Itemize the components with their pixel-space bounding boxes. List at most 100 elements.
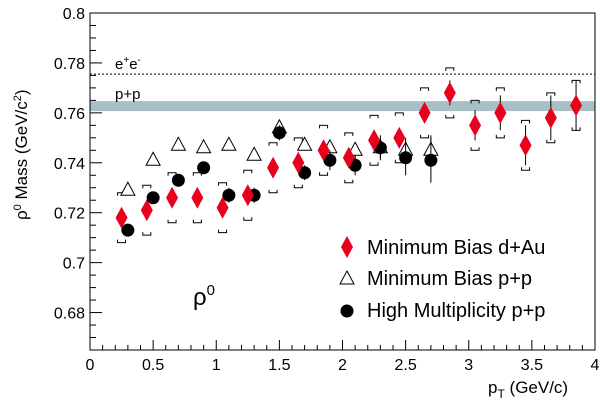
y-tick-label: 0.7 — [63, 256, 85, 273]
rho-label: ρ0 — [193, 282, 215, 311]
sys-bracket-upper — [521, 119, 531, 124]
legend-marker-pp-highmult — [340, 304, 354, 318]
sys-bracket-lower — [420, 134, 430, 139]
legend-marker-pp-minbias — [339, 269, 355, 285]
pp-minbias-point — [246, 146, 262, 161]
sys-bracket-lower — [470, 147, 480, 151]
dAu-point — [494, 101, 507, 124]
x-tick-label: 2.5 — [395, 357, 417, 374]
pp-highmult-point — [424, 153, 438, 167]
sys-bracket-upper — [319, 124, 329, 129]
sys-bracket-lower — [142, 232, 152, 236]
dAu-point — [544, 106, 557, 129]
y-tick-label: 0.78 — [54, 56, 85, 73]
sys-bracket-lower — [369, 162, 379, 166]
dAu-point — [317, 139, 330, 162]
sys-bracket-lower — [546, 139, 556, 144]
dAu-point — [216, 196, 229, 219]
dAu-point — [115, 206, 128, 229]
legend: Minimum Bias d+Au Minimum Bias p+p High … — [339, 236, 545, 322]
pp-highmult-point — [298, 166, 312, 180]
sys-bracket-upper — [218, 182, 228, 186]
sys-bracket-upper — [142, 184, 152, 189]
x-tick-label: 4 — [591, 357, 600, 374]
pp-minbias-point — [170, 136, 187, 151]
legend-triangle — [339, 269, 355, 285]
sys-bracket-lower — [243, 217, 253, 221]
legend-label-dAu: Minimum Bias d+Au — [367, 237, 545, 259]
sys-bracket-upper — [470, 99, 480, 104]
pp-highmult-point — [222, 188, 236, 202]
dAu-point — [241, 184, 254, 207]
pp-minbias-point — [195, 138, 212, 154]
legend-label-pp-highmult: High Multiplicity p+p — [367, 300, 545, 322]
sys-bracket-lower — [571, 127, 581, 131]
ee-label: e+e- — [115, 55, 141, 73]
x-tick-label: 0.5 — [142, 357, 164, 374]
pp-highmult-point — [197, 161, 211, 175]
systematic-brackets-layer — [117, 67, 581, 244]
dAu-point — [140, 199, 153, 222]
sys-bracket-upper — [369, 114, 379, 119]
sys-bracket-lower — [521, 167, 531, 171]
dAu-point — [368, 129, 381, 152]
sys-bracket-upper — [445, 67, 455, 71]
dAu-point — [418, 101, 431, 124]
pp-highmult-point — [121, 223, 135, 237]
axes-layer: 0 0.5 1 1.5 2 2.5 3 3.5 4 0.68 0.7 0.72 0.74 0.76 0.78… — [54, 6, 600, 374]
y-tick-label: 0.76 — [54, 106, 85, 123]
sys-bracket-lower — [293, 184, 303, 189]
sys-bracket-upper — [420, 87, 430, 91]
pp-highmult-point — [146, 191, 160, 205]
sys-bracket-lower — [192, 219, 202, 224]
legend-label-pp-minbias: Minimum Bias p+p — [367, 268, 532, 290]
pp-minbias-point — [145, 151, 161, 166]
x-tick-label: 3 — [464, 357, 473, 374]
sys-bracket-upper — [344, 132, 354, 136]
dAu-point — [443, 81, 456, 104]
dAu-point — [191, 186, 204, 209]
pp-minbias-point — [221, 136, 237, 151]
pp-highmult-point — [399, 151, 413, 165]
sys-bracket-upper — [293, 137, 303, 141]
dAu-point — [166, 186, 179, 209]
dAu-point — [342, 146, 355, 169]
pp-label: p+p — [115, 86, 140, 103]
sys-bracket-upper — [546, 92, 556, 96]
pp-band-layer — [90, 101, 595, 112]
x-tick-label: 1 — [212, 357, 221, 374]
pp-highmult-point — [323, 153, 337, 167]
y-tick-label: 0.72 — [54, 206, 85, 223]
sys-bracket-lower — [495, 134, 505, 139]
y-axis-title: ρ0 Mass (GeV/c2) — [12, 89, 31, 220]
y-tick-label: 0.8 — [63, 6, 85, 23]
x-axis-title: pT (GeV/c) — [488, 378, 568, 401]
series-layer — [115, 80, 583, 237]
dAu-point — [519, 134, 532, 157]
legend-marker-dAu — [341, 236, 353, 258]
sys-bracket-lower — [445, 114, 455, 119]
pp-minbias-point — [120, 181, 136, 196]
x-tick-label: 2 — [338, 357, 347, 374]
dAu-point — [267, 156, 280, 179]
sys-bracket-upper — [192, 172, 202, 176]
sys-bracket-upper — [394, 112, 404, 116]
pp-highmult-point — [272, 126, 286, 140]
sys-bracket-lower — [218, 229, 228, 234]
sys-bracket-lower — [117, 239, 127, 244]
dAu-point — [469, 114, 482, 137]
sys-bracket-lower — [167, 219, 177, 224]
y-tick-label: 0.74 — [54, 156, 85, 173]
pp-band — [90, 101, 595, 112]
sys-bracket-upper — [495, 87, 505, 91]
x-tick-label: 1.5 — [268, 357, 290, 374]
x-tick-label: 0 — [86, 357, 95, 374]
sys-bracket-lower — [344, 179, 354, 184]
sys-bracket-upper — [268, 142, 278, 146]
y-tick-label: 0.68 — [54, 306, 85, 323]
sys-bracket-lower — [268, 189, 278, 194]
legend-circle — [340, 304, 354, 318]
pp-minbias-point — [296, 136, 313, 151]
dAu-point — [292, 151, 305, 174]
